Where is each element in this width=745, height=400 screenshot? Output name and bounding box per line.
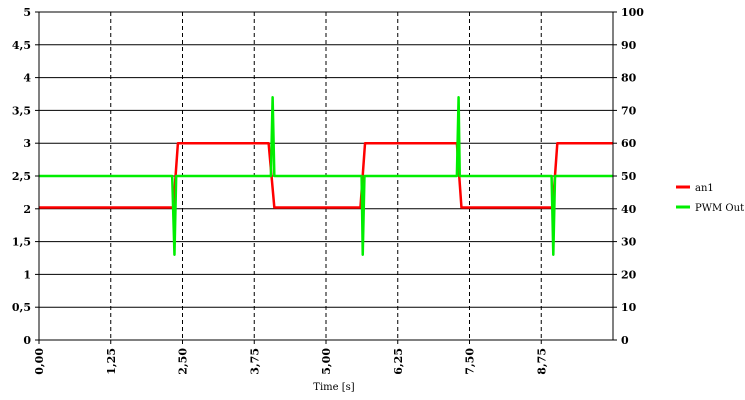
y-left-tick-label: 0 (23, 334, 31, 347)
ticks: 0 0 0,5 10 1 20 1,5 30 2 40 2,5 50 3 60 3,5 70 4 80 4,5 90 5… (12, 6, 644, 375)
x-tick-label: 5,00 (320, 348, 333, 375)
y-left-tick-label: 4,5 (12, 39, 31, 52)
y-right-tick-label: 30 (621, 236, 637, 249)
legend: an1 PWM Out (676, 183, 744, 214)
y-right-tick-label: 50 (621, 170, 637, 183)
y-right-tick-label: 20 (621, 268, 637, 281)
y-left-tick-label: 4 (23, 72, 31, 85)
y-left-tick-label: 0,5 (12, 301, 31, 314)
y-right-tick-label: 70 (621, 104, 637, 117)
y-right-tick-label: 0 (621, 334, 629, 347)
y-left-tick-label: 1,5 (12, 236, 31, 249)
y-right-tick-label: 10 (621, 301, 637, 314)
x-tick-label: 8,75 (535, 348, 548, 375)
legend-label: PWM Out (695, 203, 744, 214)
x-tick-label: 1,25 (105, 348, 118, 375)
y-right-tick-label: 80 (621, 72, 637, 85)
y-right-tick-label: 100 (621, 6, 644, 19)
y-right-tick-label: 40 (621, 203, 637, 216)
series-line-pwm-out (39, 96, 613, 256)
y-left-tick-label: 1 (23, 268, 31, 281)
x-tick-label: 3,75 (248, 348, 261, 375)
series-layer (39, 96, 613, 256)
y-left-tick-label: 2,5 (12, 170, 31, 183)
x-axis-label: Time [s] (313, 382, 354, 393)
y-left-tick-label: 3 (23, 137, 31, 150)
y-left-tick-label: 5 (23, 6, 31, 19)
x-tick-label: 6,25 (392, 348, 405, 375)
legend-label: an1 (695, 183, 714, 194)
x-tick-label: 7,50 (464, 348, 477, 375)
x-tick-label: 2,50 (177, 348, 190, 375)
y-left-tick-label: 2 (23, 203, 31, 216)
y-right-tick-label: 90 (621, 39, 637, 52)
x-tick-label: 0,00 (33, 348, 46, 375)
y-right-tick-label: 60 (621, 137, 637, 150)
y-left-tick-label: 3,5 (12, 104, 31, 117)
